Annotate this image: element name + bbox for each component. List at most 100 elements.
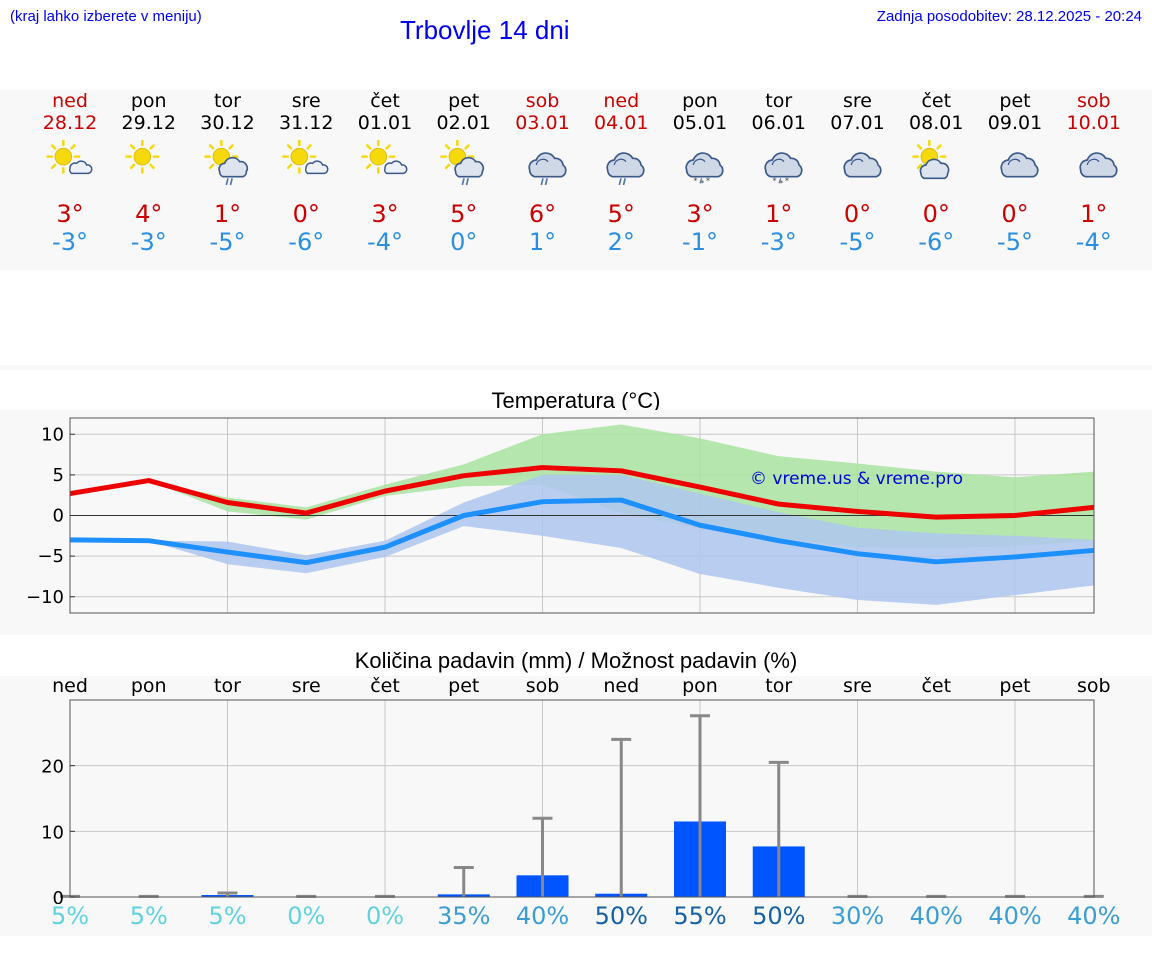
y-tick-label: −5 <box>37 546 64 567</box>
temp-min: -3° <box>760 228 797 256</box>
day-column: pon 29.12 4° -3° <box>109 90 189 256</box>
precip-chart-title: Količina padavin (mm) / Možnost padavin … <box>354 648 798 673</box>
precip-probability: 0% <box>287 902 326 930</box>
day-date: 10.01 <box>1066 112 1121 134</box>
day-date: 07.01 <box>830 112 885 134</box>
temp-min: -5° <box>209 228 246 256</box>
day-date: 05.01 <box>672 112 728 134</box>
day-column: ned 04.01 5° 2° <box>581 90 661 256</box>
x-day-label: čet <box>370 675 400 697</box>
x-day-label: pon <box>682 675 718 697</box>
temp-max: 3° <box>371 200 399 228</box>
day-column: sre 07.01 0° -5° <box>818 90 898 256</box>
temp-min: 2° <box>607 228 635 256</box>
x-day-label: pet <box>999 675 1030 697</box>
sun-cloud-icon <box>912 140 950 180</box>
x-day-label: sob <box>1077 675 1111 697</box>
day-name: ned <box>52 90 88 112</box>
precip-probability: 5% <box>208 902 247 930</box>
last-update: Zadnja posodobitev: 28.12.2025 - 20:24 <box>876 8 1142 25</box>
precip-probability: 50% <box>752 902 806 930</box>
plot-frame <box>69 699 1095 898</box>
day-name: sob <box>525 90 560 112</box>
y-tick-label: 0 <box>53 506 64 527</box>
day-column: pet 09.01 0° -5° <box>975 90 1055 256</box>
cloud-icon <box>1079 152 1118 178</box>
series-min <box>69 497 1094 566</box>
day-date: 08.01 <box>909 112 964 134</box>
sun-small-cloud-icon <box>282 140 329 175</box>
day-name: tor <box>765 90 793 112</box>
sun-small-cloud-icon <box>46 140 93 175</box>
day-column: čet 01.01 3° -4° <box>345 90 425 256</box>
day-date: 28.12 <box>42 112 98 134</box>
sun-icon <box>125 140 160 174</box>
precip-probability: 35% <box>437 902 491 930</box>
sun-cloud-rain-icon <box>203 140 248 186</box>
x-day-label: ned <box>52 675 88 697</box>
page-title: Trbovlje 14 dni <box>400 15 570 45</box>
svg-text:*: * <box>700 178 704 188</box>
day-name: čet <box>370 90 400 112</box>
region-hint[interactable]: (kraj lahko izberete v meniju) <box>10 8 202 25</box>
y-tick-label: 5 <box>53 465 64 486</box>
series-max <box>69 465 1095 520</box>
forecast-band <box>0 90 1152 270</box>
day-name: pet <box>999 90 1031 112</box>
temp-min: -3° <box>52 228 88 256</box>
y-tick-label: 0 <box>53 888 64 904</box>
x-day-label: pon <box>131 675 167 697</box>
temp-min: -4° <box>367 228 403 256</box>
temp-max: 0° <box>843 200 872 228</box>
precip-probability-row: 5% 5% 5% 0% 0% 35% 40% 50% 55% 50% 30% 40% 40% 40% <box>0 902 1152 934</box>
temp-max: 1° <box>1080 200 1108 228</box>
svg-text:*: * <box>693 175 697 185</box>
day-column: pet 02.01 5° 0° <box>424 90 504 256</box>
temp-max: 5° <box>450 200 478 228</box>
precip-probability: 5% <box>129 902 168 930</box>
cloud-snow-icon: * * * <box>685 152 724 188</box>
day-name: ned <box>603 90 640 112</box>
precip-probability: 55% <box>673 902 727 930</box>
precip-probability: 40% <box>988 902 1042 930</box>
day-name: čet <box>921 90 952 112</box>
precipitation-chart: ned pon tor sre čet pet sob ned pon tor sre čet pet s… <box>41 675 1111 904</box>
y-tick-label: 10 <box>41 424 64 445</box>
day-column: sob 10.01 1° -4° <box>1054 90 1134 256</box>
temp-max: 0° <box>292 200 320 228</box>
precip-probability: 50% <box>594 902 648 930</box>
precip-probability: 40% <box>1067 902 1121 930</box>
precip-probability: 5% <box>50 902 90 930</box>
temp-min: -6° <box>918 228 955 256</box>
temp-max: 1° <box>213 200 242 228</box>
sun-small-cloud-icon <box>361 140 408 175</box>
x-day-label: tor <box>214 675 241 697</box>
day-date: 03.01 <box>515 112 570 134</box>
day-column: čet 08.01 0° -6° <box>896 90 976 256</box>
day-date: 02.01 <box>436 112 491 134</box>
day-date: 30.12 <box>200 112 255 134</box>
separator-band <box>0 365 1152 370</box>
cloud-icon <box>842 152 882 178</box>
temp-min: -3° <box>130 228 167 256</box>
temp-max: 5° <box>607 200 635 228</box>
day-name: pon <box>130 90 167 112</box>
x-day-label: sre <box>843 675 872 697</box>
temp-min: -4° <box>1075 228 1112 256</box>
day-name: tor <box>214 90 241 112</box>
temp-max: 0° <box>1001 200 1029 228</box>
sun-cloud-rain-icon <box>440 140 484 186</box>
cloud-rain-icon <box>606 152 645 186</box>
cloud-rain-icon <box>527 152 567 186</box>
precip-probability: 40% <box>515 902 570 930</box>
temp-min: -1° <box>682 228 718 256</box>
day-name: sob <box>1076 90 1111 112</box>
day-column: tor 06.01 * * * 1° -3° <box>739 90 819 256</box>
temperature-chart: 10 5 0 −5 −10 © vreme.us & vreme.pro <box>26 417 1095 614</box>
temp-max: 4° <box>135 200 163 228</box>
svg-text:*: * <box>772 175 776 185</box>
precip-probability: 30% <box>830 902 885 930</box>
temp-max: 1° <box>765 200 793 228</box>
cloud-snow-icon: * * * <box>764 152 803 188</box>
x-day-label: čet <box>921 675 951 697</box>
